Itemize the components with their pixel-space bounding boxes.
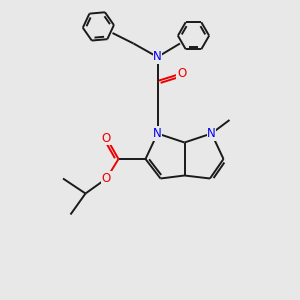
Text: N: N xyxy=(207,127,216,140)
Text: N: N xyxy=(153,50,162,64)
Text: N: N xyxy=(153,127,162,140)
Text: O: O xyxy=(102,172,111,185)
Text: O: O xyxy=(102,131,111,145)
Text: O: O xyxy=(177,67,186,80)
